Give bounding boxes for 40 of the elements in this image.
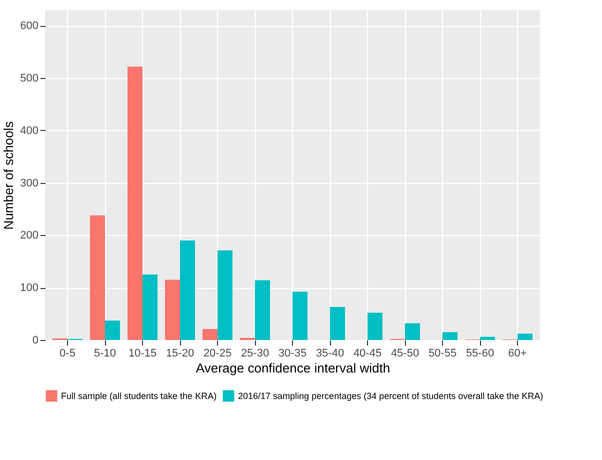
legend-label: 2016/17 sampling percentages (34 percent of students overall take the KRA)	[238, 390, 544, 401]
y-tick-label: 500	[20, 72, 38, 85]
y-tick-label: 100	[20, 282, 38, 294]
x-tick-label: 20-25	[203, 348, 232, 360]
bar	[368, 312, 382, 340]
x-tick-label: 25-30	[240, 348, 270, 360]
x-tick-label: 0-5	[60, 348, 76, 360]
x-tick-label: 55-60	[466, 348, 494, 360]
x-axis-title: Average confidence interval width	[196, 360, 390, 376]
x-tick-label: 35-40	[316, 348, 344, 360]
bar	[180, 240, 195, 340]
x-tick-label: 10-15	[128, 348, 157, 360]
bar	[218, 250, 232, 340]
x-tick-label: 5-10	[94, 348, 116, 360]
bar	[330, 307, 345, 340]
x-tick-label: 50-55	[428, 348, 457, 360]
bar	[405, 323, 420, 340]
y-tick-label: 0	[32, 334, 38, 346]
y-tick-label: 400	[20, 124, 38, 137]
y-tick-label: 200	[20, 230, 38, 242]
bar	[480, 336, 495, 340]
bar	[518, 334, 532, 340]
bar	[142, 274, 158, 340]
y-tick-label: 600	[20, 20, 38, 32]
x-tick-label: 15-20	[166, 348, 194, 360]
bar	[90, 215, 105, 340]
x-tick-label: 40-45	[353, 348, 382, 360]
x-tick-label: 60+	[508, 348, 527, 360]
bar	[442, 332, 458, 340]
legend-label: Full sample (all students take the KRA)	[61, 390, 217, 401]
y-tick-label: 300	[20, 177, 38, 190]
bar	[255, 280, 270, 340]
bar	[165, 280, 180, 340]
bar	[105, 320, 120, 340]
x-tick-label: 30-35	[278, 348, 307, 360]
bar	[292, 292, 308, 340]
bar	[202, 329, 218, 340]
y-axis-title: Number of schools	[1, 120, 16, 230]
x-tick-label: 45-50	[390, 348, 420, 360]
bar	[128, 66, 142, 340]
